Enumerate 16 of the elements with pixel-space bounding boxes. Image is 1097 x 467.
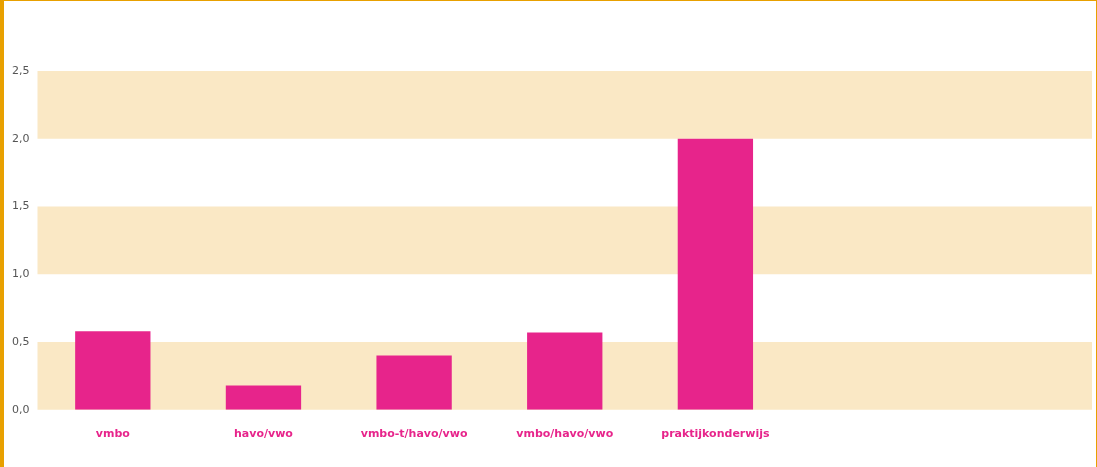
y-tick-label: 0,5: [11, 334, 30, 348]
y-tick-label: 2,5: [11, 63, 30, 77]
bar: [527, 332, 603, 410]
x-tick-label: vmbo/havo/vwo: [516, 427, 614, 441]
y-tick-label: 1,5: [11, 199, 30, 213]
x-tick-label: havo/vwo: [234, 427, 294, 441]
x-tick-label: vmbo-t/havo/vwo: [360, 427, 468, 441]
x-tick-label: praktijkonderwijs: [661, 427, 770, 441]
y-tick-label: 1,0: [11, 267, 30, 281]
y-tick-label: 0,0: [11, 402, 30, 416]
bar: [75, 331, 151, 410]
bar: [677, 138, 754, 410]
bar: [225, 385, 302, 410]
x-tick-label: vmbo: [95, 427, 131, 441]
bar: [376, 355, 452, 410]
y-tick-label: 2,0: [11, 131, 30, 145]
